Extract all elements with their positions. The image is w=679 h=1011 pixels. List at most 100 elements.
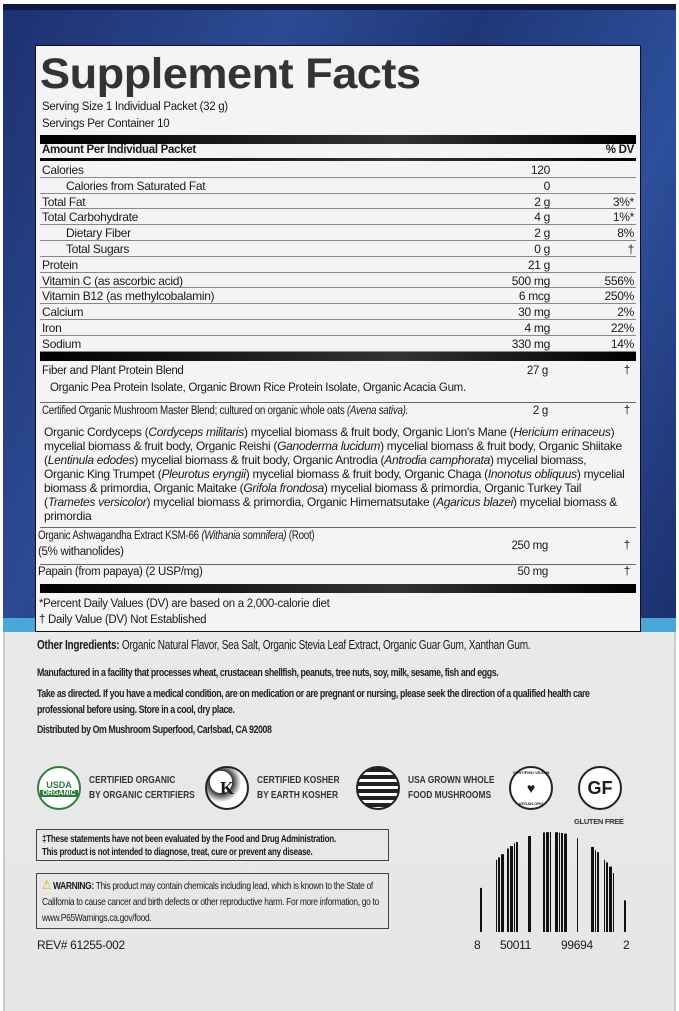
ashwagandha-value: 250 mg bbox=[511, 540, 548, 552]
ingredient-text: ) mycelial biomass & primordia, Organic … bbox=[44, 467, 625, 495]
nutrient-amount: 120 bbox=[530, 163, 550, 177]
papain-dv: † bbox=[623, 566, 630, 578]
footnote-dv: *Percent Daily Values (DV) are based on … bbox=[39, 598, 330, 610]
gluten-free-icon: GF bbox=[578, 766, 622, 810]
barcode-bar bbox=[613, 873, 614, 932]
vegan-text: CERTIFIED VEGAN bbox=[512, 770, 550, 775]
barcode-bar bbox=[591, 846, 594, 932]
cert-kosher: K CERTIFIED KOSHER BY EARTH KOSHER bbox=[205, 765, 360, 811]
divider-thick bbox=[40, 584, 636, 593]
nutrient-row: Sodium 330 mg 14% bbox=[40, 336, 636, 352]
dv-header: % DV bbox=[605, 144, 635, 156]
cert-line: USA GROWN WHOLE bbox=[408, 774, 495, 786]
cert-line: CERTIFIED ORGANIC bbox=[89, 774, 176, 786]
other-ingredients-label: Other Ingredients: bbox=[37, 638, 120, 652]
nutrient-dv: 2% bbox=[617, 305, 634, 320]
warning-triangle-icon: ⚠ bbox=[42, 877, 52, 892]
divider-thick bbox=[40, 352, 636, 361]
heart-icon: ♥ bbox=[526, 780, 536, 796]
latin-name: Grifola frondosa bbox=[243, 481, 324, 495]
directions: Take as directed. If you have a medical … bbox=[37, 688, 590, 716]
nutrient-dv: 3%* bbox=[612, 194, 634, 209]
mushroom-blend-dv: † bbox=[623, 405, 630, 417]
nutrient-amount: 2 g bbox=[534, 194, 550, 209]
serving-size: Serving Size 1 Individual Packet (32 g) bbox=[42, 101, 228, 113]
nutrient-row: Total Sugars 0 g † bbox=[40, 241, 636, 257]
nutrient-amount: 4 mg bbox=[524, 321, 551, 335]
ashwagandha-name: Organic Ashwagandha Extract KSM-66 (With… bbox=[38, 530, 315, 542]
ashwagandha-dv: † bbox=[623, 540, 630, 552]
nutrient-name: Sodium bbox=[42, 336, 81, 351]
barcode-digit: 2 bbox=[623, 938, 630, 952]
ashwagandha-latin: (Withania somnifera) bbox=[201, 530, 287, 542]
latin-name: Inonotus obliquus bbox=[487, 467, 577, 481]
barcode-bar bbox=[550, 832, 551, 932]
latin-name: Ganoderma lucidum bbox=[277, 439, 381, 453]
papain-value: 50 mg bbox=[517, 566, 549, 578]
cert-usa-grown: USA GROWN WHOLE FOOD MUSHROOMS bbox=[356, 765, 516, 811]
nutrient-name: Total Fat bbox=[42, 194, 86, 209]
nutrient-dv: 1%* bbox=[612, 210, 634, 225]
barcode-bar bbox=[564, 833, 567, 932]
nutrient-row: Total Fat 2 g 3%* bbox=[40, 194, 636, 210]
ingredient-text: ) mycelial biomass, Organic King Trumpet… bbox=[44, 453, 587, 481]
panel-title: Supplement Facts bbox=[40, 50, 421, 98]
supplement-facts-panel: Supplement Facts Serving Size 1 Individu… bbox=[35, 45, 641, 632]
ashwagandha-standardization: (5% withanolides) bbox=[38, 546, 124, 558]
barcode-bar bbox=[624, 900, 626, 932]
barcode-bar bbox=[604, 859, 605, 932]
ashwagandha-label: Organic Ashwagandha Extract KSM-66 bbox=[38, 530, 202, 542]
latin-name: Antrodia camphorata bbox=[384, 453, 490, 467]
amount-header: Amount Per Individual Packet bbox=[42, 144, 196, 156]
nutrient-amount: 500 mg bbox=[511, 273, 551, 288]
cert-line: BY EARTH KOSHER bbox=[257, 789, 339, 801]
label-text-block: Other Ingredients: Organic Natural Flavo… bbox=[37, 636, 637, 738]
nutrient-amount: 0 g bbox=[534, 242, 550, 256]
nutrient-name: Total Sugars bbox=[66, 242, 130, 256]
nutrient-amount: 330 mg bbox=[511, 336, 551, 351]
barcode-bar bbox=[514, 843, 515, 932]
fda-disclaimer: ‡These statements have not been evaluate… bbox=[36, 829, 389, 861]
servings-per-container: Servings Per Container 10 bbox=[42, 118, 170, 130]
cert-usda-organic: USDA ORGANIC CERTIFIED ORGANIC BY ORGANIC … bbox=[37, 765, 221, 811]
nutrient-row: Dietary Fiber 2 g 8% bbox=[40, 225, 636, 241]
ingredient-text: ) mycelial biomass & fruit body, Organic… bbox=[245, 467, 488, 481]
nutrient-dv: 8% bbox=[617, 226, 634, 241]
nutrient-amount: 4 g bbox=[534, 210, 550, 225]
barcode-digit: 99694 bbox=[561, 938, 593, 952]
prop65-warning: ⚠ WARNING: This product may contain chem… bbox=[36, 873, 389, 929]
vegan-org-text: VEGAN.ORG bbox=[518, 801, 544, 806]
divider-medium bbox=[40, 158, 636, 161]
nutrient-row: Calcium 30 mg 2% bbox=[40, 304, 636, 320]
usa-flag-icon bbox=[356, 766, 400, 810]
nutrient-dv: 22% bbox=[610, 321, 634, 335]
latin-name: Trametes versicolor bbox=[47, 495, 147, 509]
fiber-blend-dv: † bbox=[623, 365, 630, 377]
barcode-bar bbox=[609, 866, 612, 932]
mushroom-blend-latin: (Avena sativa). bbox=[346, 405, 409, 417]
cert-line: CERTIFIED KOSHER bbox=[257, 774, 340, 786]
revision-number: REV# 61255-002 bbox=[37, 938, 125, 952]
latin-name: Lentinula edodes bbox=[47, 453, 135, 467]
nutrient-name: Vitamin B12 (as methylcobalamin) bbox=[42, 289, 215, 304]
usda-text: USDA bbox=[46, 779, 72, 790]
divider bbox=[40, 564, 636, 565]
nutrient-amount: 0 bbox=[543, 178, 551, 193]
fda-line: ‡These statements have not been evaluate… bbox=[42, 834, 336, 845]
barcode-bar bbox=[496, 859, 497, 932]
gluten-free-caption: GLUTEN FREE bbox=[574, 817, 624, 826]
nutrient-row: Protein 21 g bbox=[40, 257, 636, 273]
latin-name: Hericium erinaceus bbox=[513, 425, 611, 439]
fiber-blend-ingredients: Organic Pea Protein Isolate, Organic Bro… bbox=[50, 382, 466, 394]
nutrient-row: Total Carbohydrate 4 g 1%* bbox=[40, 209, 636, 226]
barcode bbox=[480, 832, 626, 932]
cert-vegan: ♥ CERTIFIED VEGAN VEGAN.ORG bbox=[509, 765, 553, 811]
nutrient-dv: † bbox=[627, 242, 635, 256]
barcode-bar bbox=[546, 832, 549, 932]
nutrient-amount: 30 mg bbox=[518, 305, 550, 320]
barcode-digit: 50011 bbox=[500, 938, 531, 952]
organic-text: ORGANIC bbox=[40, 789, 78, 797]
nutrient-row: Vitamin B12 (as methylcobalamin) 6 mcg 250… bbox=[40, 288, 636, 305]
cert-gluten-free: GF bbox=[578, 765, 622, 811]
latin-name: Cordyceps militaris bbox=[148, 425, 244, 439]
